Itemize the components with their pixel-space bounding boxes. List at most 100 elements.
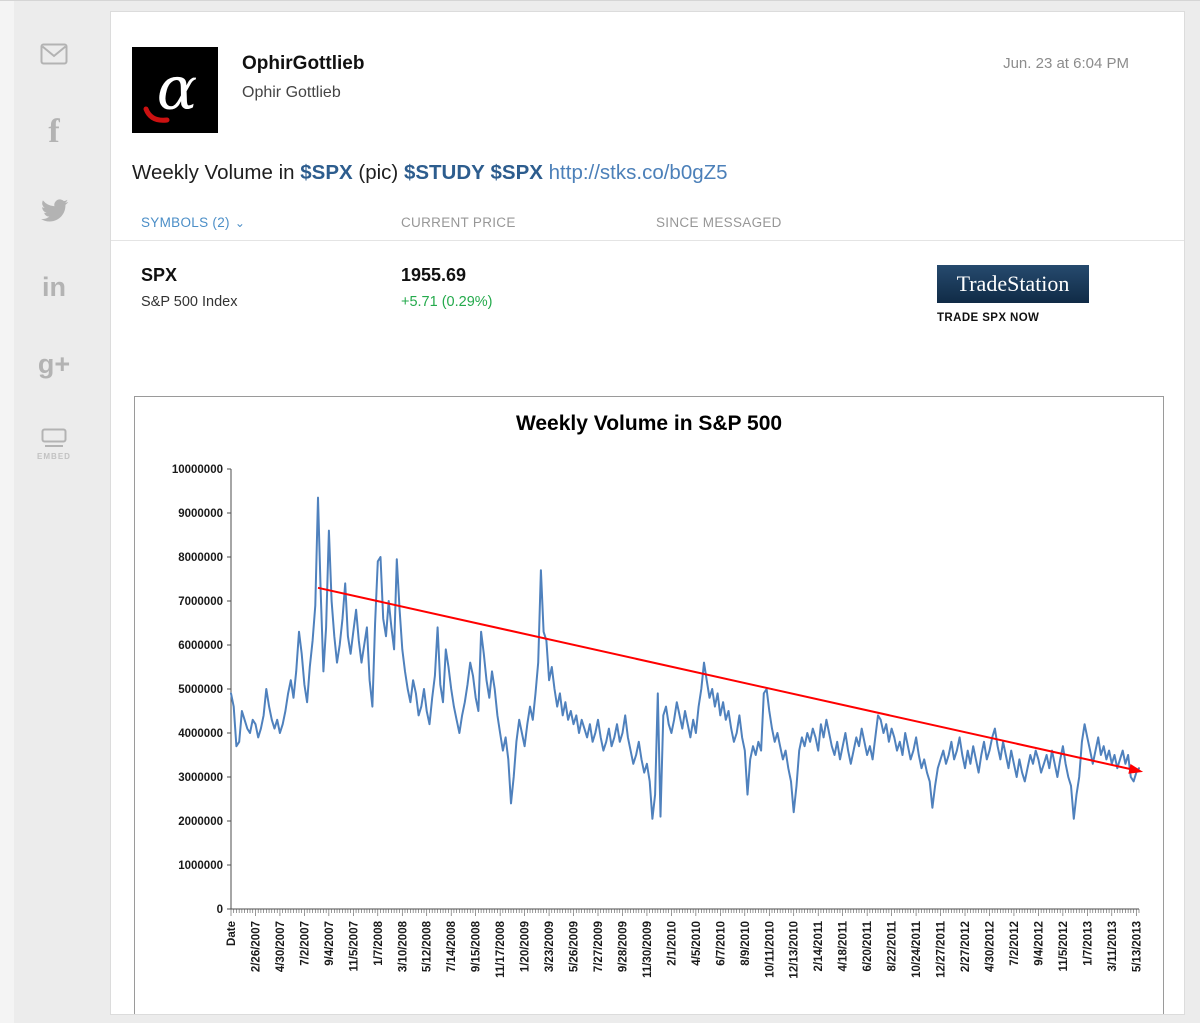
page-left-gutter [0, 1, 14, 1023]
chart-title: Weekly Volume in S&P 500 [515, 411, 783, 435]
email-icon [40, 43, 68, 65]
svg-text:7/14/2008: 7/14/2008 [446, 920, 458, 972]
svg-text:5/12/2008: 5/12/2008 [422, 920, 434, 972]
author-username[interactable]: OphirGottlieb [242, 53, 365, 74]
svg-text:3/10/2008: 3/10/2008 [397, 920, 409, 972]
embed-button[interactable]: EMBED [37, 428, 71, 461]
svg-text:5/26/2009: 5/26/2009 [569, 921, 581, 972]
svg-text:4/30/2012: 4/30/2012 [984, 921, 996, 972]
svg-text:11/5/2012: 11/5/2012 [1058, 921, 1070, 972]
svg-text:10/24/2011: 10/24/2011 [911, 920, 923, 978]
svg-text:1000000: 1000000 [178, 860, 223, 872]
svg-text:12/27/2011: 12/27/2011 [936, 920, 948, 978]
cashtag-link[interactable]: $STUDY [403, 161, 485, 184]
tradestation-logo[interactable]: TradeStation [937, 264, 1089, 303]
svg-text:1/7/2008: 1/7/2008 [373, 920, 385, 965]
symbol-change: +5.71 (0.29%) [401, 293, 493, 310]
linkedin-icon: in [42, 272, 66, 302]
twitter-icon [41, 199, 69, 222]
post-timestamp: Jun. 23 at 6:04 PM [1003, 55, 1129, 72]
avatar[interactable]: α [132, 47, 218, 133]
cashtag-link[interactable]: $SPX [490, 161, 543, 184]
svg-text:4/30/2007: 4/30/2007 [275, 921, 287, 972]
embed-label: EMBED [37, 452, 71, 461]
share-rail: f in g+ EMBED [14, 1, 94, 1023]
svg-text:1/20/2009: 1/20/2009 [520, 921, 532, 972]
chart-plot: 0 1000000 2000000 3000000 4000000 5000000 6000… [172, 464, 1143, 979]
share-twitter-button[interactable] [39, 199, 69, 224]
symbol-ticker[interactable]: SPX [141, 264, 178, 285]
chevron-down-icon: ⌄ [234, 215, 246, 230]
svg-text:2/26/2007: 2/26/2007 [250, 921, 262, 972]
svg-text:2000000: 2000000 [178, 816, 223, 828]
symbol-row: SPX S&P 500 Index 1955.69 +5.71 (0.29%) … [111, 241, 1184, 350]
svg-text:7000000: 7000000 [178, 596, 223, 608]
svg-text:3/23/2009: 3/23/2009 [544, 921, 556, 972]
svg-text:4/5/2010: 4/5/2010 [691, 921, 703, 966]
svg-text:6/20/2011: 6/20/2011 [862, 920, 874, 971]
post-header: α OphirGottlieb Ophir Gottlieb Jun. 23 a… [111, 47, 1184, 133]
chart: Weekly Volume in S&P 500 0 1000000 2000000… [134, 395, 1164, 1014]
svg-text:7/2/2007: 7/2/2007 [299, 921, 311, 966]
symbols-dropdown-label: SYMBOLS (2) [141, 214, 230, 230]
share-linkedin-button[interactable]: in [42, 274, 66, 301]
alpha-logo-icon: α [132, 47, 218, 133]
svg-text:8000000: 8000000 [178, 552, 223, 564]
svg-text:8/22/2011: 8/22/2011 [887, 920, 899, 971]
symbol-name: S&P 500 Index [141, 293, 238, 310]
symbol-cell: SPX S&P 500 Index [141, 265, 401, 310]
trade-spx-now-link[interactable]: TRADE SPX NOW [937, 311, 1040, 324]
share-email-button[interactable] [40, 43, 68, 65]
svg-text:Date: Date [226, 921, 238, 946]
cashtag-link[interactable]: $SPX [300, 161, 353, 184]
svg-text:9000000: 9000000 [178, 508, 223, 520]
share-facebook-button[interactable]: f [48, 115, 59, 149]
svg-text:0: 0 [217, 904, 223, 916]
svg-text:6/7/2010: 6/7/2010 [715, 921, 727, 966]
svg-text:1/7/2013: 1/7/2013 [1082, 921, 1094, 966]
facebook-icon: f [48, 113, 60, 150]
svg-text:α: α [157, 54, 198, 124]
svg-text:9/15/2008: 9/15/2008 [471, 920, 483, 972]
embed-icon [41, 428, 67, 447]
svg-text:5/13/2013: 5/13/2013 [1131, 921, 1143, 972]
symbol-price: 1955.69 [401, 264, 467, 285]
external-link[interactable]: http://stks.co/b0gZ5 [548, 161, 728, 184]
svg-text:8/9/2010: 8/9/2010 [740, 921, 752, 966]
svg-text:11/17/2008: 11/17/2008 [495, 920, 507, 978]
share-googleplus-button[interactable]: g+ [38, 351, 70, 378]
svg-text:9/28/2009: 9/28/2009 [617, 921, 629, 972]
svg-text:4000000: 4000000 [178, 728, 223, 740]
column-since-messaged: SINCE MESSAGED [656, 214, 782, 230]
symbols-dropdown[interactable]: SYMBOLS (2) ⌄ [141, 215, 401, 230]
svg-text:9/4/2007: 9/4/2007 [324, 921, 336, 966]
svg-text:11/5/2007: 11/5/2007 [348, 921, 360, 972]
price-cell: 1955.69 +5.71 (0.29%) [401, 265, 656, 310]
svg-text:9/4/2012: 9/4/2012 [1033, 921, 1045, 966]
svg-text:2/1/2010: 2/1/2010 [666, 921, 678, 966]
message-text: (pic) [352, 161, 404, 184]
symbols-table-header: SYMBOLS (2) ⌄ CURRENT PRICE SINCE MESSAGE… [111, 215, 1184, 241]
svg-text:7/2/2012: 7/2/2012 [1009, 921, 1021, 966]
svg-text:12/13/2010: 12/13/2010 [789, 921, 801, 979]
svg-text:10/11/2010: 10/11/2010 [764, 921, 776, 978]
svg-text:10000000: 10000000 [172, 464, 223, 476]
svg-text:3/11/2013: 3/11/2013 [1107, 921, 1119, 972]
svg-text:5000000: 5000000 [178, 684, 223, 696]
author-block: OphirGottlieb Ophir Gottlieb [242, 47, 364, 102]
googleplus-icon: g+ [37, 349, 71, 379]
message-text: Weekly Volume in [132, 161, 301, 184]
svg-text:7/27/2009: 7/27/2009 [593, 921, 605, 972]
tradestation-logo-text: TradeStation [956, 270, 1070, 296]
svg-text:4/18/2011: 4/18/2011 [838, 920, 850, 971]
svg-text:6000000: 6000000 [178, 640, 223, 652]
column-current-price: CURRENT PRICE [401, 214, 516, 230]
svg-text:2/27/2012: 2/27/2012 [960, 921, 972, 972]
author-fullname: Ophir Gottlieb [242, 84, 341, 101]
svg-text:3000000: 3000000 [178, 772, 223, 784]
svg-text:2/14/2011: 2/14/2011 [813, 920, 825, 971]
svg-text:11/30/2009: 11/30/2009 [642, 921, 654, 978]
post-card: α OphirGottlieb Ophir Gottlieb Jun. 23 a… [110, 11, 1185, 1015]
broker-cell: TradeStation TRADE SPX NOW [937, 264, 1089, 324]
symbols-section: SYMBOLS (2) ⌄ CURRENT PRICE SINCE MESSAGE… [111, 215, 1184, 350]
